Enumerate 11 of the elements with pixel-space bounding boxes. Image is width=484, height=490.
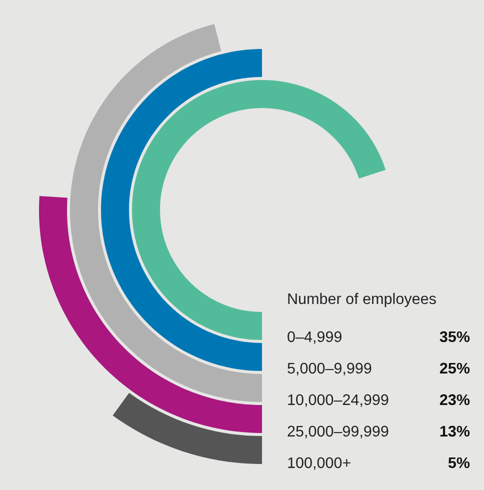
- category-label: 100,000+: [288, 457, 350, 470]
- data-label: 23%: [440, 394, 470, 406]
- category-label: 25,000–99,999: [288, 426, 388, 438]
- data-label: 5%: [448, 457, 470, 468]
- category-label: 0–4,999: [288, 331, 342, 344]
- category-label: 5,000–9,999: [288, 362, 372, 376]
- legend-title: Number of employees: [288, 292, 436, 308]
- data-label: 25%: [440, 362, 470, 374]
- data-label: 13%: [440, 426, 470, 437]
- category-label: 10,000–24,999: [288, 394, 388, 407]
- data-label: 35%: [440, 331, 470, 342]
